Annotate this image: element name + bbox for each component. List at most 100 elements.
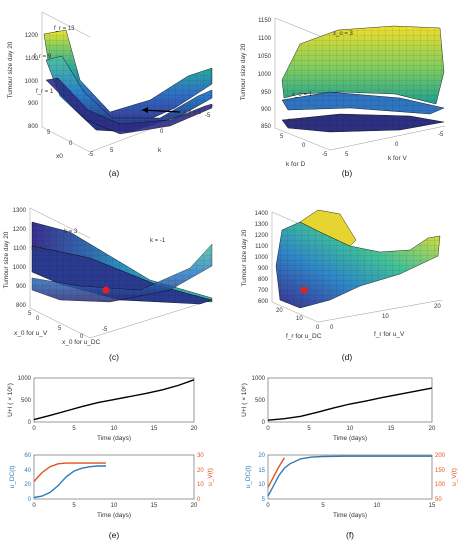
panel-e-top-ytick: 0	[28, 420, 32, 426]
panel-c-ztick: 1100	[13, 246, 27, 252]
panel-c-xlabel: x_0 for u_DC	[62, 339, 101, 346]
panel-a-xticks: 5 0 -5	[47, 130, 94, 158]
panel-b-annotation: x_o = 3	[333, 31, 354, 37]
panel-e-top-xtick: 10	[111, 426, 118, 432]
panel-b-zticks: 1150 1100 1050 1000 950 900 850	[258, 18, 272, 130]
panel-c-optimum-marker	[102, 286, 110, 294]
panel-e-top-ytick: 1000	[18, 376, 32, 382]
panel-b-xtick: 0	[302, 143, 306, 149]
panel-f-bottom-xtick: 0	[266, 503, 270, 509]
panel-a-xtick: 5	[47, 130, 51, 136]
panel-d-xtick: 20	[276, 308, 283, 314]
panel-f-bottom-plot	[267, 455, 432, 497]
panel-a-yticks: 5 0 -5	[110, 113, 211, 154]
panel-b-yticks: 5 0 -5	[345, 132, 444, 158]
panel-b-ztick: 1000	[258, 72, 272, 78]
panel-a-ztick: 1000	[25, 79, 39, 85]
panel-c-ylabel: x_0 for u_V	[14, 330, 48, 337]
panel-e-bottom-ytick-left: 20	[24, 482, 31, 488]
panel-f-top-ylabel: U+I ( × 10⁶)	[241, 383, 248, 417]
panel-d-ylabel: f_r for u_V	[374, 331, 405, 338]
panel-f-bottom-right-yticks: 200 150 100 50	[435, 453, 446, 503]
panel-d-xlabel: f_r for u_DC	[286, 333, 322, 340]
panel-a-xtick: 0	[69, 141, 73, 147]
panel-d-ytick: 0	[330, 325, 334, 331]
panel-c-ztick: 1300	[13, 208, 27, 214]
panel-d-ztick: 700	[258, 288, 269, 294]
panel-b-ztick: 900	[261, 107, 272, 113]
panel-e-top-ytick: 500	[21, 398, 32, 404]
panel-c-annotation: k = 1	[34, 246, 48, 252]
panel-f-top-ytick: 0	[262, 420, 266, 426]
panel-e-bottom-series-u-v	[33, 462, 106, 482]
panel-e-bottom-xtick: 0	[32, 503, 36, 509]
panel-e-bottom-xtick: 20	[191, 503, 198, 509]
panel-a: 1200 1100 1000 900 800 Tumour size day 2…	[7, 11, 215, 178]
panel-f-top-xtick: 15	[388, 426, 395, 432]
panel-c-xticks: 5 0 -5	[58, 326, 108, 340]
panel-e-bottom-xticks: 0 5 10 15 20	[32, 503, 198, 509]
panel-f: 1000 500 0 0 5 10 15 20 Time (days) U+I …	[241, 376, 458, 540]
panel-d-surface	[275, 209, 441, 309]
panel-c-ztick: 800	[16, 303, 27, 309]
panel-c-ytick: 5	[28, 311, 32, 317]
panel-e-top-yticks: 1000 500 0	[18, 376, 32, 426]
panel-f-top-ytick: 500	[255, 398, 266, 404]
panel-e-bottom-ytick-left: 0	[28, 497, 32, 503]
panel-e-bottom-series-u-dc	[33, 465, 106, 499]
panel-b-ytick: -5	[438, 132, 444, 138]
panel-a-annotation: f_r = 1	[36, 89, 54, 95]
panel-d-ztick: 1000	[255, 255, 269, 261]
panel-a-zticks: 1200 1100 1000 900 800	[25, 33, 39, 130]
panel-c-ztick: 900	[16, 284, 27, 290]
panel-e-top-xtick: 15	[151, 426, 158, 432]
panel-b-ztick: 1100	[258, 36, 272, 42]
panel-b-annotation: x_o = 1	[292, 92, 313, 98]
panel-e-bottom-left-yticks: 60 40 20 0	[24, 453, 31, 503]
panel-f-bottom-ytick-left: 5	[262, 497, 266, 503]
panel-d-ztick: 900	[258, 266, 269, 272]
panel-b-ztick: 1150	[258, 18, 272, 24]
panel-e-top-ylabel: U+I ( × 10⁶)	[7, 383, 14, 417]
panel-e-top-xlabel: Time (days)	[97, 435, 131, 442]
panel-d-ztick: 1100	[255, 244, 269, 250]
panel-e-bottom-ytick-right: 0	[197, 497, 201, 503]
panel-d-zticks: 1400 1300 1200 1100 1000 900 800 700 600	[255, 211, 269, 305]
panel-b-ztick: 1050	[258, 54, 272, 60]
panel-d-ztick: 1200	[255, 233, 269, 239]
panel-e-top-xtick: 20	[191, 426, 198, 432]
panel-a-ylabel: k	[158, 147, 162, 154]
panel-e-top-series-line	[33, 379, 195, 421]
panel-b-ytick: 5	[345, 152, 349, 158]
panel-c-xtick: 5	[58, 326, 62, 332]
panel-e-bottom-xlabel: Time (days)	[97, 512, 131, 519]
panel-b-ylabel: k for V	[388, 155, 407, 162]
panel-e-top-xtick: 0	[32, 426, 36, 432]
panel-a-caption: (a)	[109, 168, 120, 178]
panel-c-axes	[29, 207, 213, 339]
panel-f-caption: (f)	[346, 530, 354, 540]
panel-d-ztick: 800	[258, 277, 269, 283]
panel-e-bottom-ytick-left: 40	[24, 468, 31, 474]
panel-d-yticks: 0 10 20	[330, 304, 441, 331]
panel-d-ytick: 20	[434, 304, 441, 310]
panel-b-annotation: x_o = -1	[288, 118, 311, 124]
panel-b-caption: (b)	[342, 168, 353, 178]
panel-a-ytick: 5	[110, 148, 114, 154]
panel-a-xtick: -5	[88, 152, 94, 158]
panel-a-ztick: 1200	[25, 33, 39, 39]
panel-e-top-xtick: 5	[72, 426, 76, 432]
panel-c-xtick: 0	[80, 334, 84, 340]
panel-f-top-plot	[267, 387, 433, 421]
panel-f-bottom-ytick-right: 200	[435, 453, 446, 459]
panel-f-bottom-series-u-dc	[267, 455, 432, 497]
panel-c-surface	[31, 221, 213, 305]
panel-f-bottom-ylabel-right: u_V(t)	[451, 468, 458, 486]
panel-f-top-series-line	[267, 387, 433, 421]
panel-c-caption: (c)	[109, 352, 119, 362]
panel-b-ytick: 0	[395, 142, 399, 148]
panel-a-surface	[43, 29, 213, 135]
panel-f-top-xtick: 10	[347, 426, 354, 432]
panel-d-xticks: 20 10 0	[276, 308, 320, 331]
panel-c-ztick: 1000	[13, 265, 27, 271]
